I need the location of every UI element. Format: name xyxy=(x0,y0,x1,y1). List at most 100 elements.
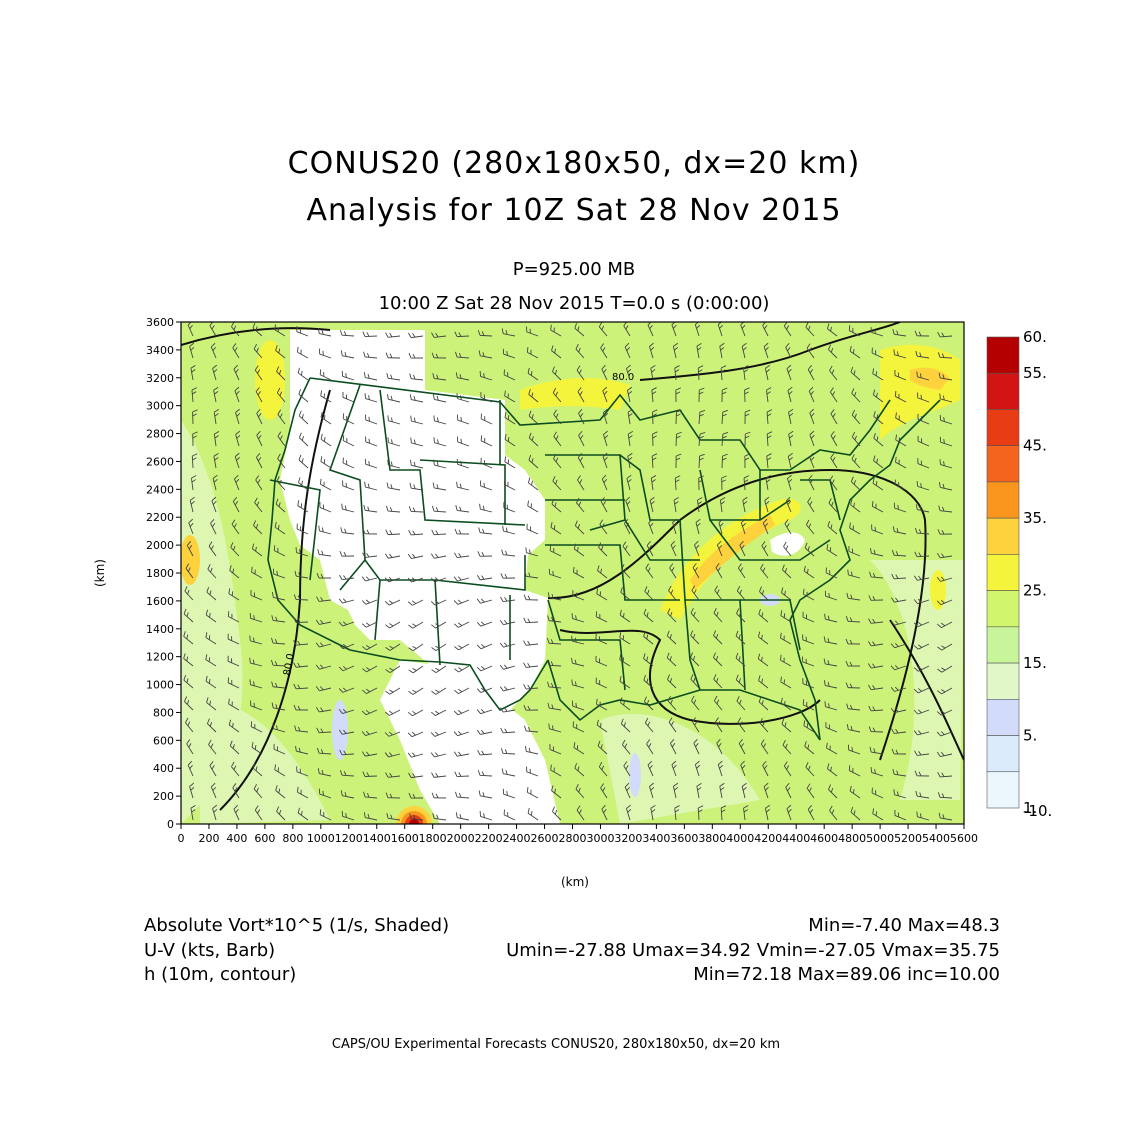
wind-barb xyxy=(619,609,631,623)
wind-barb xyxy=(384,577,401,583)
wind-barb xyxy=(939,459,953,469)
wind-barb xyxy=(361,621,378,628)
wind-barb xyxy=(547,592,562,601)
wind-barb xyxy=(829,805,838,821)
wind-barb xyxy=(385,529,401,536)
wind-barb xyxy=(571,635,585,645)
wind-barb xyxy=(184,696,194,711)
wind-barb xyxy=(341,370,355,381)
x-tick-label: 1800 xyxy=(419,832,447,845)
wind-barb xyxy=(828,784,838,799)
wind-barb xyxy=(185,717,194,733)
wind-barb xyxy=(297,807,309,821)
x-tick-label: 5600 xyxy=(950,832,978,845)
wind-barb xyxy=(553,409,562,425)
colorbar-bin xyxy=(986,409,1020,446)
wind-barb xyxy=(477,749,493,756)
wind-barb xyxy=(479,503,493,513)
wind-barb xyxy=(277,453,286,469)
wind-barb xyxy=(456,393,470,403)
wind-barb xyxy=(825,722,838,733)
wind-barb xyxy=(227,677,240,689)
wind-barb xyxy=(320,433,332,447)
wind-barb xyxy=(363,812,378,821)
wind-barb xyxy=(228,588,240,601)
wind-barb xyxy=(227,655,240,667)
wind-barb xyxy=(209,761,217,777)
wind-barb xyxy=(765,474,771,491)
wind-barb xyxy=(646,739,654,755)
wind-barb xyxy=(713,674,723,689)
wind-barb xyxy=(869,746,884,755)
wind-barb xyxy=(743,805,749,821)
wind-barb xyxy=(431,643,447,651)
wind-barb xyxy=(315,707,332,713)
x-tick-label: 0 xyxy=(178,832,185,845)
wind-barb xyxy=(228,719,240,733)
wind-barb xyxy=(338,643,355,650)
x-tick-label: 5400 xyxy=(922,832,950,845)
wind-barb xyxy=(743,365,749,381)
wind-barb xyxy=(651,387,657,403)
wind-barb xyxy=(694,760,701,777)
wind-barb xyxy=(186,541,194,557)
wind-barb xyxy=(675,453,682,469)
wind-barb xyxy=(744,409,751,425)
wind-barb xyxy=(718,518,724,535)
wind-barb xyxy=(824,613,838,623)
wind-barb xyxy=(206,586,217,601)
wind-barb xyxy=(338,621,355,627)
wind-barb xyxy=(205,675,217,689)
wind-barb xyxy=(338,598,355,604)
wind-barb xyxy=(669,563,677,579)
wind-barb xyxy=(849,345,861,359)
wind-barb xyxy=(601,364,608,381)
wind-barb xyxy=(625,496,631,513)
wind-barb xyxy=(250,589,263,601)
wind-barb xyxy=(671,760,677,777)
wind-barb xyxy=(761,541,769,557)
political-boundaries xyxy=(267,377,941,741)
wind-barb xyxy=(576,365,585,381)
wind-barb xyxy=(620,697,631,711)
wind-barb xyxy=(432,393,447,403)
wind-barb xyxy=(698,387,705,403)
wind-barb xyxy=(698,432,706,447)
x-tick-label: 4800 xyxy=(838,832,866,845)
wind-barb xyxy=(206,718,217,733)
x-tick-label: 3000 xyxy=(586,832,614,845)
wind-barb xyxy=(276,387,286,403)
wind-barb xyxy=(362,528,378,535)
wind-barb xyxy=(804,741,815,755)
blue-vorticity-patches xyxy=(332,594,780,797)
wind-barb xyxy=(622,541,631,557)
wind-barb xyxy=(205,654,217,667)
wind-barb xyxy=(873,411,884,425)
wind-barb xyxy=(453,730,470,737)
wind-barb xyxy=(549,545,562,557)
wind-barb xyxy=(298,410,309,425)
wind-barb xyxy=(316,747,332,755)
wind-barb xyxy=(643,675,654,689)
wind-barb xyxy=(524,725,539,733)
wind-barb xyxy=(758,609,769,623)
wind-barb xyxy=(192,409,198,425)
wind-barb xyxy=(249,612,263,623)
wind-barb xyxy=(627,431,634,447)
wind-barb xyxy=(408,643,424,652)
wind-barb xyxy=(272,568,286,579)
wind-barb xyxy=(650,804,656,821)
wind-barb xyxy=(526,347,539,359)
wind-barb xyxy=(293,683,309,690)
wind-barb xyxy=(298,477,309,491)
wind-barb xyxy=(480,457,493,469)
wind-barb xyxy=(623,519,631,535)
wind-barb xyxy=(807,805,815,821)
main-title: CONUS20 (280x180x50, dx=20 km) xyxy=(287,146,861,181)
wind-barb xyxy=(271,702,286,711)
wind-barb xyxy=(824,590,838,601)
wind-barb xyxy=(850,806,861,821)
wind-barb xyxy=(895,412,907,425)
wind-barb xyxy=(720,805,727,821)
wind-barb xyxy=(698,475,704,491)
